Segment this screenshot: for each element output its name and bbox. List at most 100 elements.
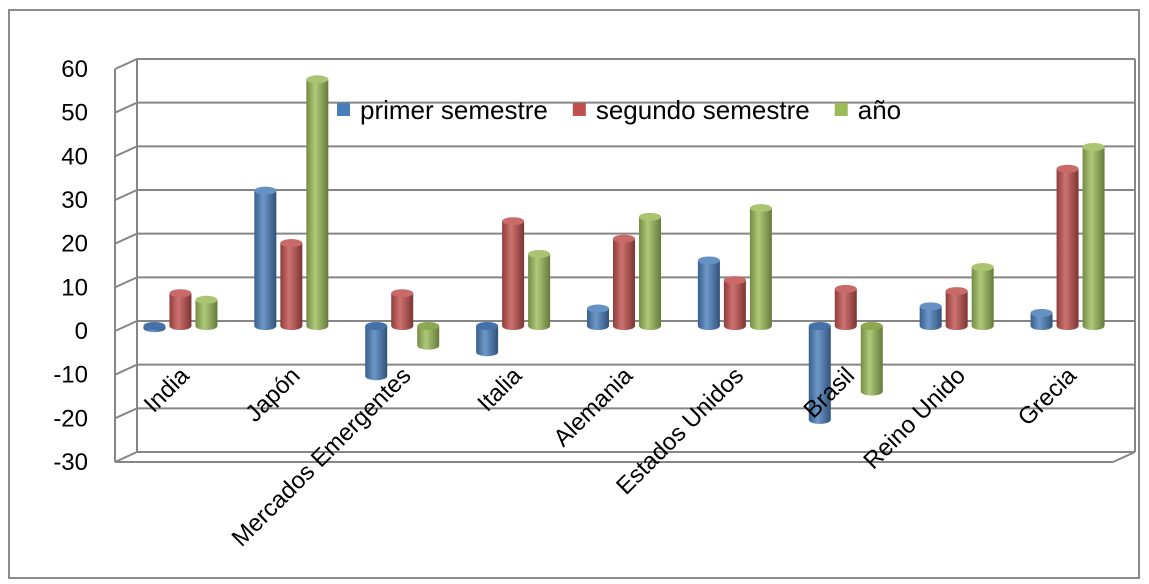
x-tick-label: India (139, 362, 195, 418)
legend-item: segundo semestre (572, 95, 810, 125)
bar-cap (945, 287, 968, 296)
bar-body (365, 326, 388, 381)
bar-body (502, 221, 525, 330)
bar-cap (1056, 164, 1079, 173)
bar-cap (528, 249, 551, 258)
bar-body (476, 326, 499, 357)
y-tick-label: -30 (53, 449, 88, 476)
y-axis-ticks: 60 50 40 30 20 10 0 -10 -20 -30 (53, 56, 88, 476)
bar (1082, 142, 1105, 330)
bar-cap (254, 186, 277, 195)
bar-cap (1082, 142, 1105, 151)
bar-body (417, 326, 440, 350)
bar (476, 322, 499, 357)
legend-swatch (337, 103, 350, 116)
bar-cap (749, 204, 772, 213)
bars (143, 75, 1105, 424)
bar-cap (919, 302, 942, 311)
x-tick-label: Grecia (1013, 362, 1083, 432)
bar-body (280, 243, 303, 330)
bar-body (945, 291, 968, 330)
y-tick-label: -10 (53, 362, 88, 389)
bar-body (195, 299, 218, 330)
bar (1056, 164, 1079, 330)
bar (945, 287, 968, 330)
bar (195, 295, 218, 330)
bar-cap (639, 212, 661, 221)
gridline (114, 58, 1135, 70)
bar (971, 263, 994, 330)
bar-cap (971, 263, 994, 272)
bar-cap (587, 304, 609, 313)
bar-body (723, 280, 746, 330)
bar-body (749, 208, 772, 330)
bar-cap (613, 234, 635, 243)
bar-body (919, 306, 942, 330)
bar-body (860, 326, 883, 396)
bar-body (1082, 146, 1105, 330)
y-tick-label: 10 (61, 274, 88, 301)
bar (723, 276, 746, 330)
bar-cap (834, 284, 857, 293)
bar-cap (723, 276, 746, 285)
bar (365, 322, 388, 381)
y-tick-label: 50 (61, 100, 88, 127)
bar-body (834, 288, 857, 330)
legend-label: año (858, 95, 901, 125)
bar-cap (391, 289, 414, 298)
bar (528, 249, 551, 330)
y-tick-label: 60 (61, 56, 88, 83)
legend-swatch (834, 103, 848, 116)
bar (808, 322, 831, 424)
bar (834, 284, 857, 330)
bar-cap (195, 295, 218, 304)
y-tick-label: 40 (61, 143, 88, 170)
legend-label: primer semestre (360, 95, 548, 125)
bar (639, 212, 661, 330)
bar-body (639, 216, 661, 330)
y-tick-label: -20 (53, 405, 88, 432)
gridline (114, 451, 1135, 463)
bar-body (169, 293, 192, 330)
bar-cap (365, 322, 388, 330)
bar-cap (280, 239, 303, 248)
legend-swatch (572, 103, 586, 116)
x-tick-label: Alemania (548, 362, 638, 452)
bar-body (971, 267, 994, 330)
floor-right-edge (1112, 451, 1136, 463)
legend-item: año (834, 95, 901, 125)
legend-label: segundo semestre (596, 95, 810, 125)
bar-body (391, 293, 414, 330)
y-tick-label: 20 (61, 231, 88, 258)
bar-body (306, 79, 329, 331)
bar (749, 204, 772, 330)
bar (697, 256, 720, 330)
bar (1030, 308, 1053, 330)
bar (587, 304, 609, 330)
bar-cap (169, 289, 192, 298)
bar-body (808, 326, 831, 424)
legend: primer semestre segundo semestre año (337, 95, 901, 125)
bar (169, 289, 192, 330)
gridline (114, 145, 1135, 158)
bar (391, 289, 414, 330)
bar-cap (502, 217, 525, 226)
bar (860, 322, 883, 396)
bar-cap (860, 322, 883, 330)
legend-item: primer semestre (337, 95, 548, 125)
y-tick-label: 0 (75, 318, 88, 345)
bar-body (1030, 312, 1053, 330)
bar-cap (1030, 308, 1053, 317)
bar-cap (143, 322, 166, 330)
bar-body (697, 260, 720, 330)
bar-body (1056, 168, 1079, 330)
bar-cap (808, 322, 831, 330)
bar (502, 217, 525, 330)
bar (417, 322, 440, 350)
bar-body (528, 253, 551, 330)
bar-cap (306, 75, 329, 84)
bar (306, 75, 329, 331)
bar (254, 186, 277, 330)
